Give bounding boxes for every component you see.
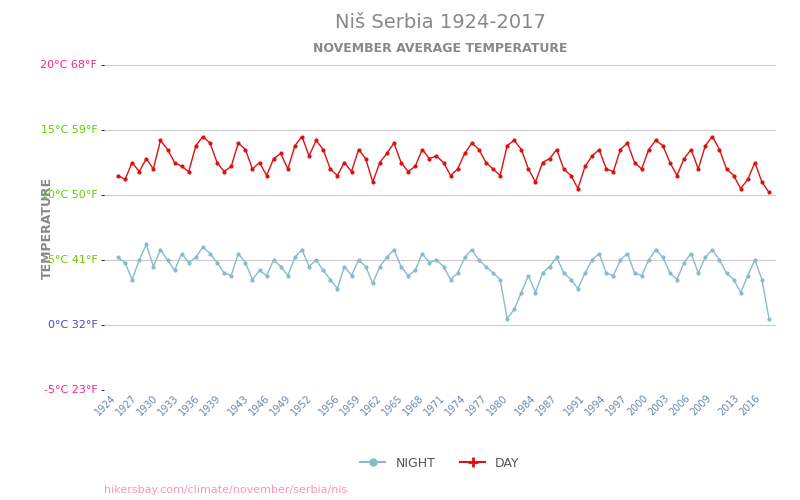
Text: hikersbay.com/climate/november/serbia/nis: hikersbay.com/climate/november/serbia/ni… — [104, 485, 347, 495]
Text: NOVEMBER AVERAGE TEMPERATURE: NOVEMBER AVERAGE TEMPERATURE — [313, 42, 567, 55]
Text: 20°C 68°F: 20°C 68°F — [41, 60, 98, 70]
Text: -5°C 23°F: -5°C 23°F — [43, 385, 98, 395]
Text: 10°C 50°F: 10°C 50°F — [41, 190, 98, 200]
Text: 5°C 41°F: 5°C 41°F — [47, 255, 98, 265]
Text: 0°C 32°F: 0°C 32°F — [47, 320, 98, 330]
Legend: NIGHT, DAY: NIGHT, DAY — [355, 452, 525, 475]
Text: 15°C 59°F: 15°C 59°F — [41, 125, 98, 135]
Text: Niš Serbia 1924-2017: Niš Serbia 1924-2017 — [334, 14, 546, 32]
Text: TEMPERATURE: TEMPERATURE — [40, 176, 54, 278]
